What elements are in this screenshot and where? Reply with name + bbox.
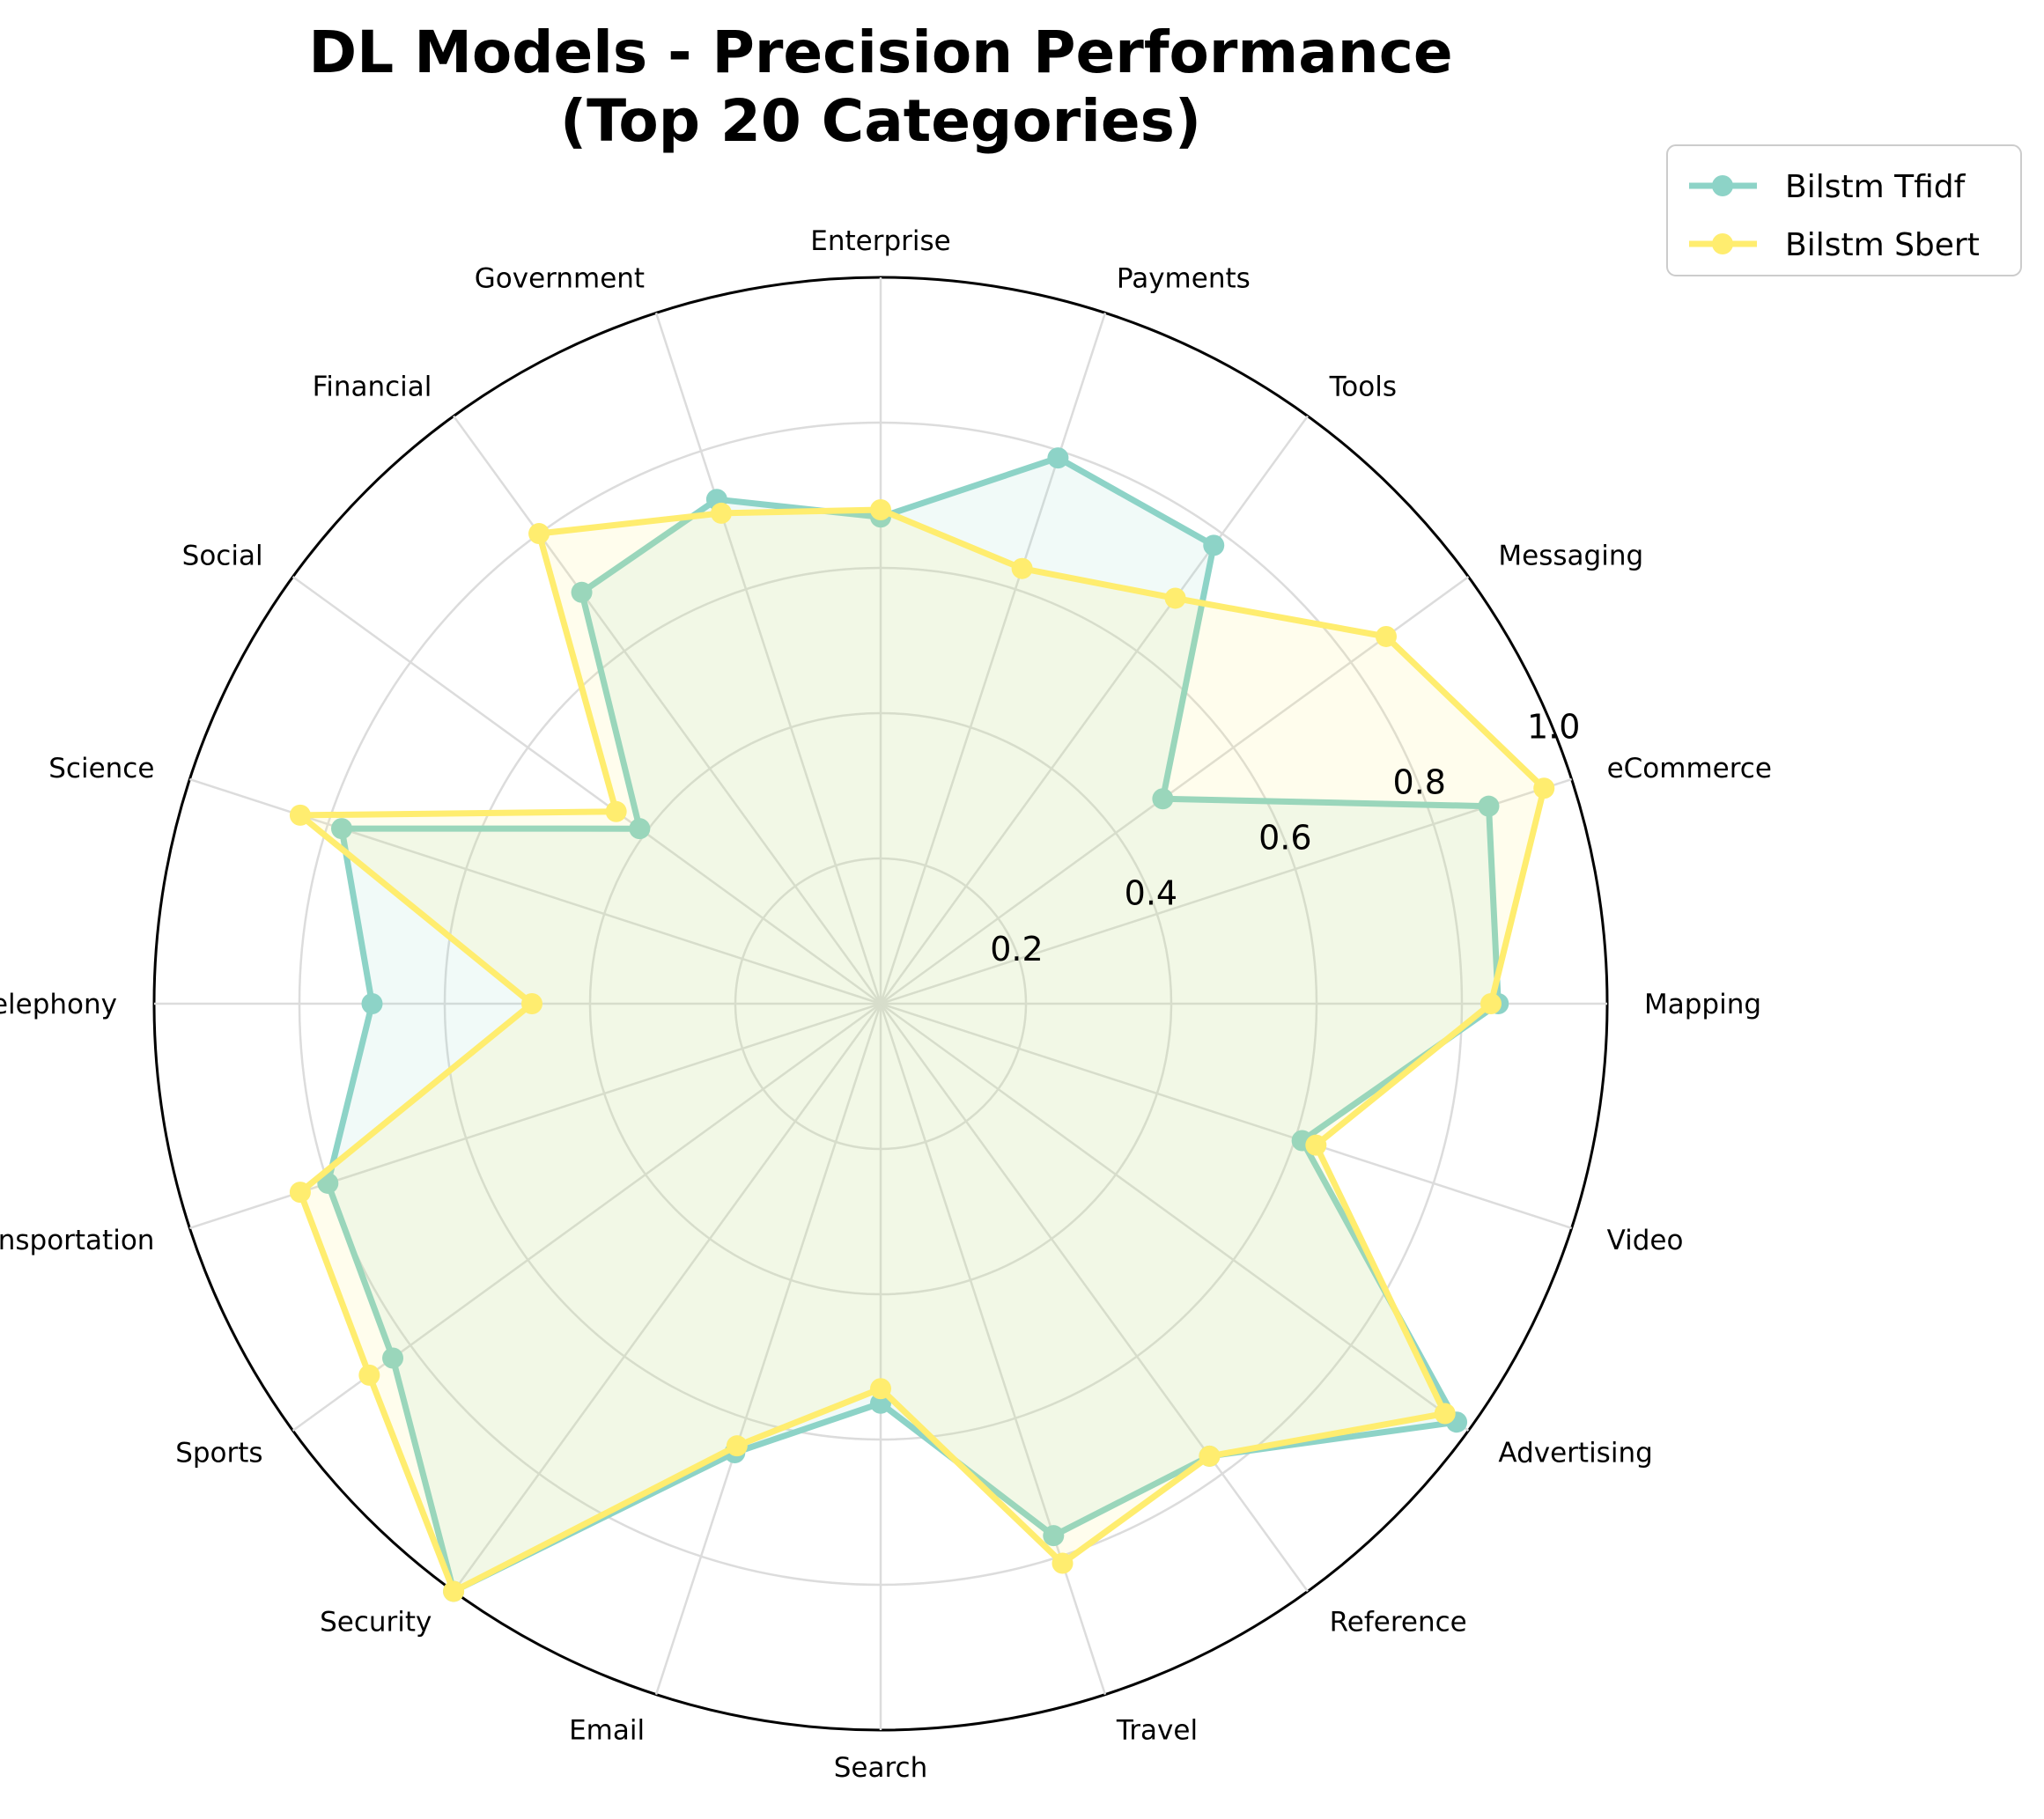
series-fill [299,510,1545,1592]
data-point [289,804,311,826]
category-label: Enterprise [810,225,950,257]
data-point [1011,557,1033,579]
data-point [1480,993,1502,1014]
series-0 [317,447,1509,1602]
grid-spoke [879,1003,1309,1593]
data-point [726,1435,748,1457]
category-label: Video [1607,1225,1684,1256]
category-label: Email [569,1715,645,1747]
radial-tick-label: 0.6 [1258,819,1311,858]
category-label: Social [182,540,263,571]
grid-spoke [880,1002,1573,1230]
category-label: Government [475,262,645,294]
data-point [1052,1552,1074,1574]
grid-spoke [453,415,882,1005]
category-label: Science [48,753,154,784]
data-point [605,800,627,822]
grid-spoke [880,1002,1470,1432]
data-point [361,993,383,1014]
data-point [1164,587,1186,609]
data-point [710,502,732,524]
data-point [528,523,550,545]
grid-spoke [654,1003,882,1696]
grid-spoke [291,576,882,1005]
data-point [571,581,593,603]
grid-spoke [879,312,1107,1005]
legend-item: Bilstm Sbert [1689,227,1980,263]
category-label: Payments [1117,262,1251,294]
radar-series [289,447,1555,1602]
legend-label: Bilstm Sbert [1785,227,1980,263]
category-label: Financial [313,372,432,403]
category-label: Tools [1329,372,1397,403]
data-point [382,1347,404,1369]
chart-title-line-1: DL Models - Precision Performance [308,18,1452,86]
radial-tick-label: 0.8 [1393,762,1446,801]
category-label: Transportation [0,1225,154,1256]
legend-swatch-marker [1712,175,1733,196]
series-1 [289,499,1555,1602]
radar-grid [152,276,1609,1732]
data-point [317,1172,339,1194]
grid-spoke [879,1003,1107,1696]
grid-spoke [880,777,1573,1005]
legend-item: Bilstm Tfidf [1689,169,1967,205]
data-point [1478,795,1500,817]
category-label: Messaging [1498,540,1643,571]
category-label: eCommerce [1607,753,1772,784]
data-point [1375,625,1397,647]
grid-spoke [879,415,1309,1005]
legend-label: Bilstm Tfidf [1785,169,1967,205]
category-label: Mapping [1644,989,1761,1020]
data-point [1043,1525,1065,1547]
radial-tick-label: 1.0 [1527,707,1580,746]
radial-tick-label: 0.2 [990,930,1043,968]
data-point [629,818,651,840]
data-point [1533,777,1555,799]
grid-spoke [880,576,1470,1005]
data-point [330,818,352,840]
category-label: Telephony [0,989,117,1020]
data-point [1434,1403,1456,1425]
data-point [521,993,542,1014]
grid-spoke [654,312,882,1005]
radial-tick-label: 0.4 [1125,874,1177,913]
data-point [1203,534,1225,556]
data-point [358,1364,380,1386]
data-point [289,1182,311,1204]
category-label: Security [320,1606,432,1638]
data-point [1305,1134,1327,1156]
category-label: Search [834,1752,928,1784]
category-label: Travel [1116,1715,1198,1747]
data-point [443,1580,465,1602]
radar-labels: Mapping eCommerce Messaging Tools Payments En… [0,225,1772,1784]
legend-swatch-marker [1712,233,1733,254]
data-point [1152,788,1174,810]
legend: Bilstm Tfidf Bilstm Sbert [1666,144,2022,276]
category-label: Reference [1330,1606,1467,1638]
grid-spoke [453,1003,882,1593]
data-point [870,1378,891,1400]
chart-title-line-2: (Top 20 Categories) [560,87,1201,155]
category-label: Sports [175,1438,262,1469]
data-point [1199,1445,1221,1467]
category-label: Advertising [1498,1438,1652,1469]
data-point [1047,447,1069,469]
data-point [870,499,891,520]
